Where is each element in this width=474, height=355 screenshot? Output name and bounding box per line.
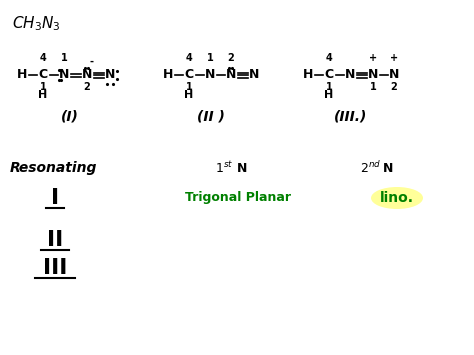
Text: H: H xyxy=(17,69,27,82)
Text: (II ): (II ) xyxy=(197,110,225,124)
Text: +: + xyxy=(369,53,377,63)
Ellipse shape xyxy=(371,187,423,209)
Text: II: II xyxy=(47,230,63,250)
Text: III: III xyxy=(43,258,67,278)
Text: -: - xyxy=(90,57,94,67)
Text: 2: 2 xyxy=(228,53,234,63)
Text: N: N xyxy=(368,69,378,82)
Text: $\mathit{CH_3N_3}$: $\mathit{CH_3N_3}$ xyxy=(12,14,61,33)
Text: Trigonal Planar: Trigonal Planar xyxy=(185,191,291,204)
Text: I: I xyxy=(51,188,59,208)
Text: C: C xyxy=(324,69,334,82)
Text: 1: 1 xyxy=(40,82,46,92)
Text: $2^{nd}$: $2^{nd}$ xyxy=(360,160,381,176)
Text: 2: 2 xyxy=(391,82,397,92)
Text: C: C xyxy=(184,69,193,82)
Text: H: H xyxy=(324,90,334,100)
Text: (III.): (III.) xyxy=(334,110,368,124)
Text: N: N xyxy=(105,69,115,82)
Text: $1^{st}$: $1^{st}$ xyxy=(215,160,233,176)
Text: N: N xyxy=(205,69,215,82)
Text: N: N xyxy=(237,162,247,175)
Text: H: H xyxy=(184,90,193,100)
Text: 1: 1 xyxy=(207,53,213,63)
Text: C: C xyxy=(38,69,47,82)
Text: N: N xyxy=(389,69,399,82)
Text: 1: 1 xyxy=(326,82,332,92)
Text: +: + xyxy=(390,53,398,63)
Text: lino.: lino. xyxy=(380,191,414,205)
Text: N: N xyxy=(249,69,259,82)
Text: 1: 1 xyxy=(370,82,376,92)
Text: 4: 4 xyxy=(186,53,192,63)
Text: 2: 2 xyxy=(83,82,91,92)
Text: 1: 1 xyxy=(186,82,192,92)
Text: H: H xyxy=(303,69,313,82)
Text: 1: 1 xyxy=(61,53,67,63)
Text: (I): (I) xyxy=(61,110,79,124)
Text: 4: 4 xyxy=(326,53,332,63)
Text: H: H xyxy=(163,69,173,82)
Text: Resonating: Resonating xyxy=(10,161,97,175)
Text: N: N xyxy=(345,69,355,82)
Text: N: N xyxy=(383,162,393,175)
Text: N: N xyxy=(59,69,69,82)
Text: H: H xyxy=(38,90,47,100)
Text: N: N xyxy=(82,69,92,82)
Text: 4: 4 xyxy=(40,53,46,63)
Text: N: N xyxy=(226,69,236,82)
